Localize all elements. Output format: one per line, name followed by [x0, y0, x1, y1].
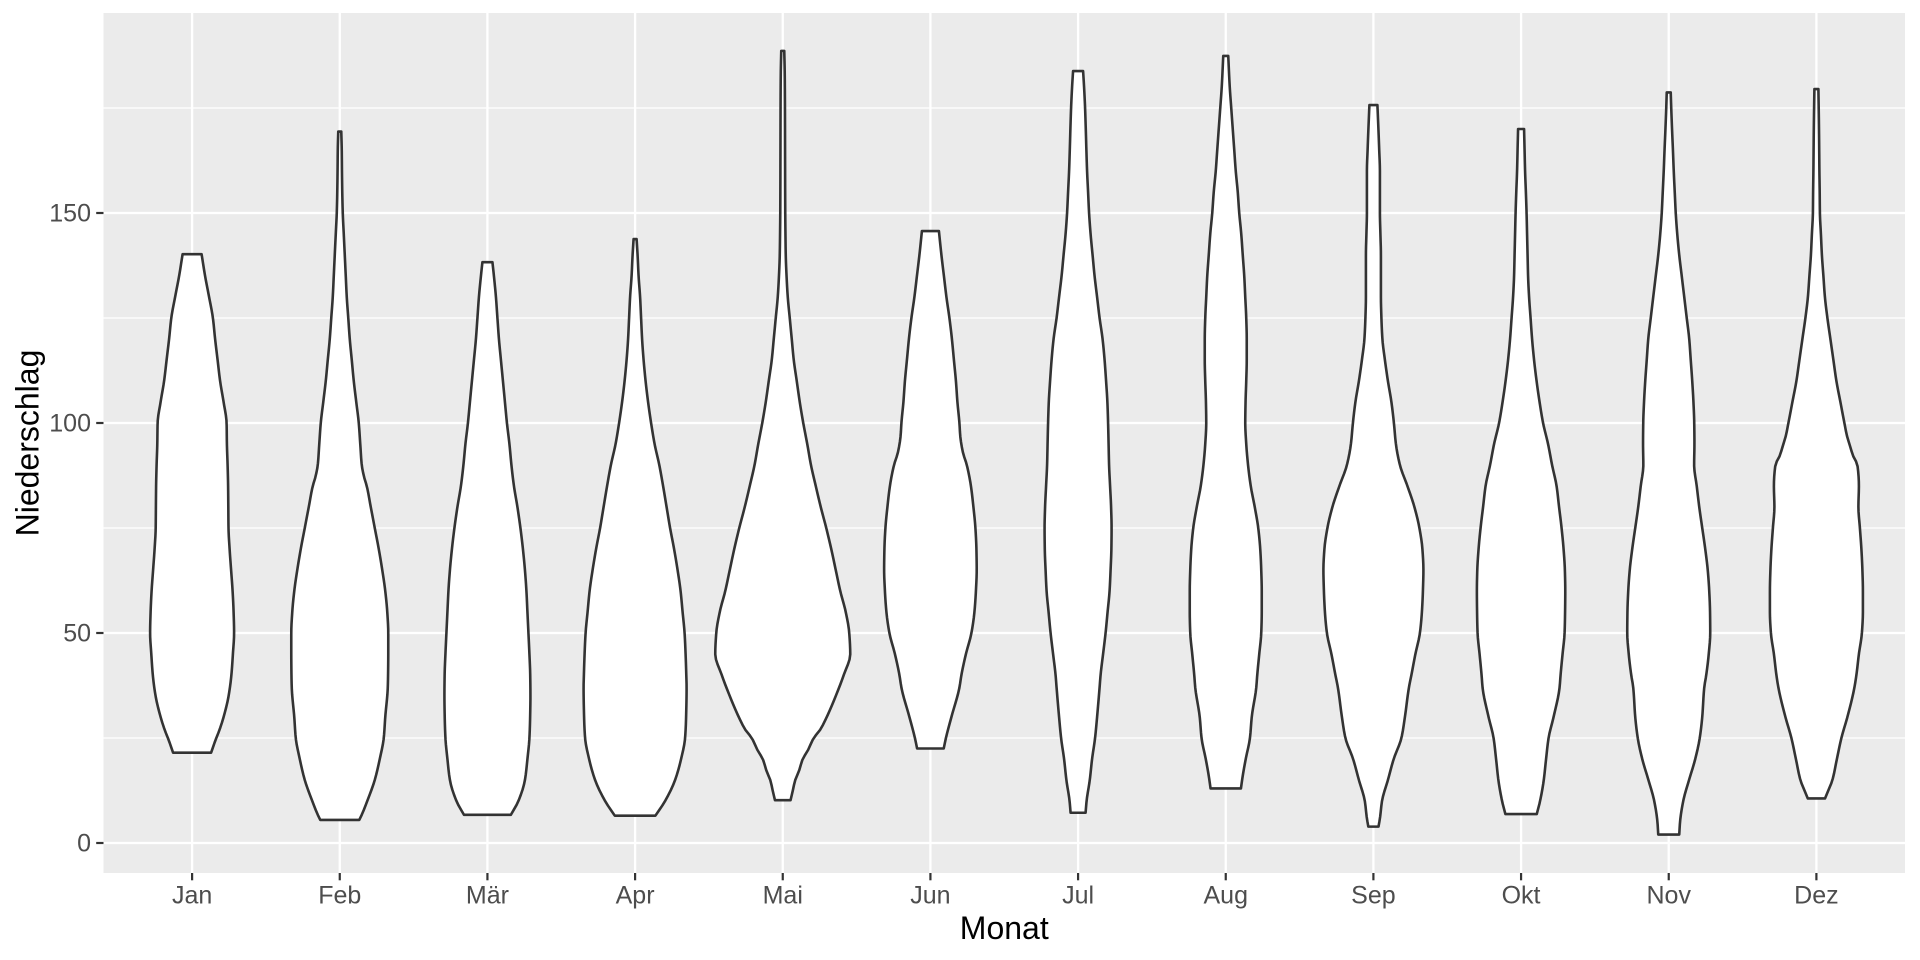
y-tick-label-50: 50: [63, 620, 91, 648]
x-tick-label-Apr: Apr: [616, 882, 655, 910]
x-axis-tick-labels: Jan Feb Mär Apr Mai Jun Jul Aug Sep Okt Nov Dez: [172, 882, 1839, 910]
violin-nov: [1625, 91, 1712, 836]
x-tick-label-Okt: Okt: [1502, 882, 1541, 910]
axis-tick-marks: [96, 211, 1818, 881]
violin-jun: [882, 229, 979, 750]
violin-aug: [1188, 54, 1264, 790]
violin-dez: [1768, 87, 1865, 800]
y-tick-label-150: 150: [49, 200, 91, 228]
violins: [148, 49, 1865, 836]
grid-minor-lines: [103, 107, 1905, 739]
violin-mär: [443, 260, 532, 817]
violin-mai: [713, 49, 852, 802]
y-tick-label-0: 0: [77, 830, 91, 858]
x-tick-label-Jan: Jan: [172, 882, 212, 910]
x-tick-label-Nov: Nov: [1647, 882, 1692, 910]
x-tick-label-Sep: Sep: [1351, 882, 1395, 910]
x-tick-label-Feb: Feb: [318, 882, 361, 910]
x-tick-label-Jun: Jun: [910, 882, 950, 910]
x-axis-title: Monat: [960, 910, 1049, 946]
violin-okt: [1475, 127, 1567, 816]
x-tick-label-Mai: Mai: [763, 882, 803, 910]
violin-sep: [1322, 103, 1425, 828]
y-axis-title: Niederschlag: [10, 350, 46, 537]
x-tick-label-Mär: Mär: [466, 882, 509, 910]
x-tick-label-Dez: Dez: [1794, 882, 1838, 910]
violin-feb: [289, 130, 390, 822]
x-tick-label-Jul: Jul: [1062, 882, 1094, 910]
y-tick-label-100: 100: [49, 410, 91, 438]
violin-jul: [1043, 69, 1113, 815]
x-tick-label-Aug: Aug: [1204, 882, 1248, 910]
y-axis-tick-labels: 0 50 100 150: [49, 200, 91, 858]
panel-background: [103, 13, 1905, 873]
violin-jan: [148, 252, 236, 754]
violin-apr: [582, 237, 688, 817]
